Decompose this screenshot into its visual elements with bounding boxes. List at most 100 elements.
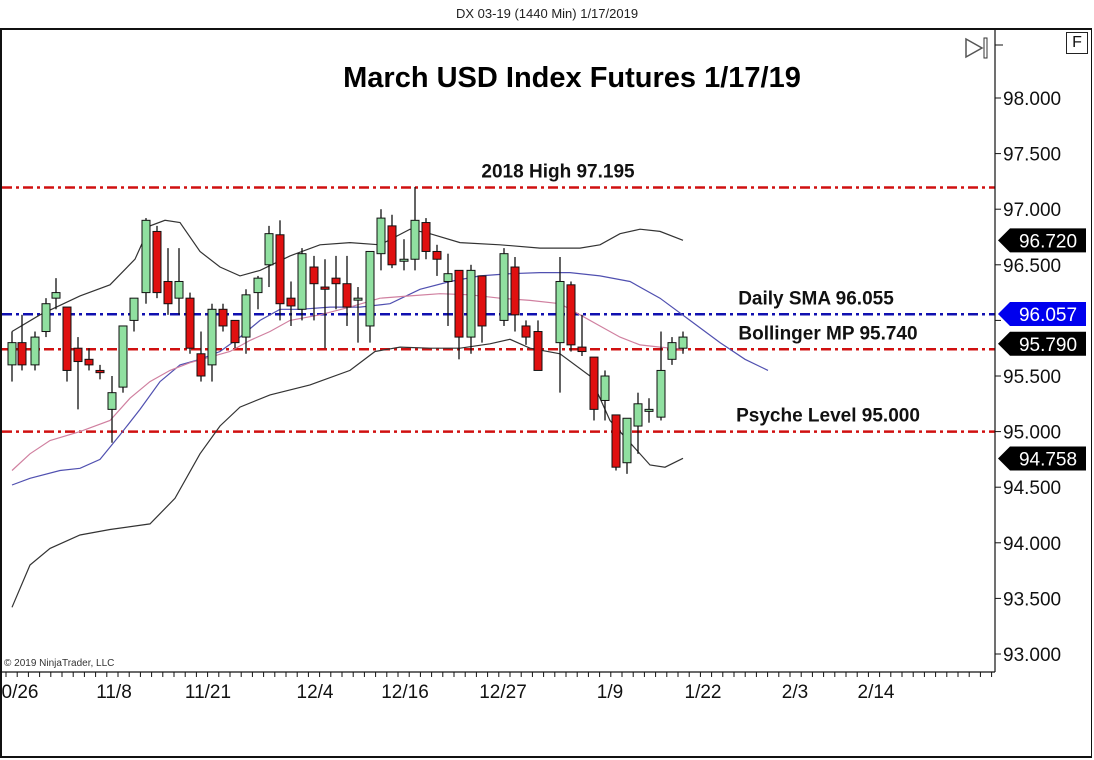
x-tick-label: 1/22 <box>685 682 722 703</box>
indicator-line <box>11 293 684 471</box>
price-tag: 96.720 <box>998 228 1086 253</box>
y-tick-label: 97.000 <box>1003 200 1061 221</box>
x-tick-label: 11/21 <box>185 682 231 703</box>
price-tag: 96.057 <box>998 302 1086 327</box>
candle-body <box>656 369 666 418</box>
candle-body <box>51 292 61 299</box>
x-tick-label: 2/3 <box>782 682 808 703</box>
level-label: 2018 High 97.195 <box>481 162 635 183</box>
chart-frame <box>0 28 1092 758</box>
candle-body <box>129 297 139 321</box>
x-tick-label: 12/4 <box>297 682 334 703</box>
y-tick-label: 97.500 <box>1003 145 1061 166</box>
candle-body <box>667 342 677 360</box>
candle-body <box>320 286 330 290</box>
y-tick-label: 94.500 <box>1003 478 1061 499</box>
candle-body <box>443 273 453 282</box>
y-tick-label: 95.500 <box>1003 367 1061 388</box>
candle-body <box>376 217 386 255</box>
format-button[interactable]: F <box>1066 32 1088 54</box>
y-tick-label: 93.000 <box>1003 645 1061 666</box>
candle-body <box>17 342 27 366</box>
indicator-line <box>11 338 684 608</box>
copyright-text: © 2019 NinjaTrader, LLC <box>4 658 115 669</box>
candle-body <box>73 347 83 363</box>
candle-body <box>533 331 543 371</box>
price-tag-shape <box>998 228 1086 253</box>
candle-body <box>432 250 442 260</box>
x-tick-label: 12/27 <box>479 682 527 703</box>
x-tick-label: 12/16 <box>381 682 429 703</box>
candle-body <box>644 408 654 412</box>
candle-body <box>275 234 285 305</box>
candle-body <box>84 358 94 366</box>
candle-body <box>207 308 217 366</box>
y-tick-label: 93.500 <box>1003 589 1061 610</box>
candle-body <box>297 253 307 310</box>
price-tags: 96.720 96.057 95.790 94.758 <box>998 228 1086 471</box>
price-tag-shape <box>998 302 1086 327</box>
price-tag-label: 96.720 <box>1019 231 1077 252</box>
x-tick-label: 0/26 <box>2 682 39 703</box>
skip-to-end-icon[interactable] <box>965 37 988 59</box>
candle-body <box>499 253 509 321</box>
indicator-line <box>11 272 769 486</box>
candle-body <box>577 346 587 353</box>
candle-body <box>218 308 228 327</box>
candle-body <box>589 356 599 410</box>
indicator-lines <box>11 219 769 608</box>
candle-body <box>633 403 643 427</box>
candle-body <box>365 250 375 327</box>
candle-body <box>477 275 487 327</box>
x-tick-label: 11/8 <box>96 682 132 703</box>
candle-body <box>62 306 72 371</box>
candle-body <box>331 277 341 285</box>
level-labels: 2018 High 97.195 Daily SMA 96.055 Bollinge… <box>481 162 919 427</box>
candle-body <box>342 283 352 308</box>
candle-body <box>421 222 431 252</box>
price-tag-label: 95.790 <box>1019 335 1077 356</box>
candle-body <box>611 414 621 468</box>
candle-body <box>185 297 195 349</box>
candle-body <box>566 284 576 346</box>
price-tag: 95.790 <box>998 331 1086 356</box>
price-tag-label: 96.057 <box>1019 305 1077 326</box>
y-tick-label: 96.500 <box>1003 256 1061 277</box>
candle-body <box>141 219 151 294</box>
candle-body <box>353 297 363 301</box>
level-label: Bollinger MP 95.740 <box>738 323 917 344</box>
level-label: Daily SMA 96.055 <box>738 288 894 309</box>
y-tick-label: 98.000 <box>1003 89 1061 110</box>
y-tick-label: 95.000 <box>1003 423 1061 444</box>
candle-body <box>555 280 565 344</box>
candle-body <box>30 336 40 366</box>
x-tick-label: 2/14 <box>858 682 895 703</box>
candle-body <box>410 219 420 260</box>
candle-body <box>622 417 632 464</box>
chart-title: March USD Index Futures 1/17/19 <box>343 62 801 94</box>
candle-body <box>286 297 296 307</box>
candle-body <box>387 225 397 266</box>
candle-body <box>174 280 184 299</box>
candle-body <box>118 325 128 388</box>
candle-body <box>107 392 117 410</box>
candle-body <box>95 369 105 374</box>
candle-body <box>152 230 162 294</box>
window-title: DX 03-19 (1440 Min) 1/17/2019 <box>455 6 639 21</box>
candle-body <box>264 233 274 266</box>
price-tag-shape <box>998 446 1086 471</box>
candle-body <box>678 336 688 349</box>
candle-body <box>163 280 173 305</box>
candle-body <box>521 325 531 338</box>
candle-body <box>309 266 319 285</box>
candle-body <box>454 269 464 338</box>
candle-body <box>510 266 520 316</box>
x-tick-label: 1/9 <box>597 682 623 703</box>
candle-body <box>7 342 17 366</box>
price-tag: 94.758 <box>998 446 1086 471</box>
candle-body <box>196 353 206 377</box>
candle-body <box>600 375 610 401</box>
candle-body <box>399 258 409 262</box>
price-tag-shape <box>998 331 1086 356</box>
